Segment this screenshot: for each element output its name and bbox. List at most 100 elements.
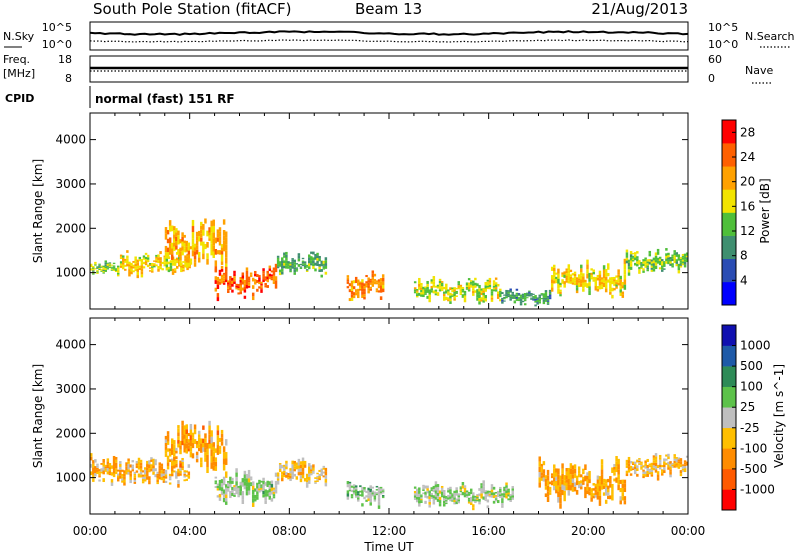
power-echo-cell [467,289,471,292]
velocity-echo-cell [613,478,616,482]
power-echo-cell [440,282,444,285]
power-echo-cell [367,280,370,283]
power-echo-cell [536,303,539,305]
velocity-echo-cell [538,477,541,483]
power-echo-cell [264,283,267,286]
power-echo-cell [181,232,184,237]
power-echo-cell [102,265,105,267]
power-echo-cell [254,270,257,274]
velocity-echo-cell [322,465,326,468]
velocity-echo-cell [287,475,290,478]
velocity-echo-cell [173,456,176,462]
power-echo-cell [650,259,654,262]
power-echo-cell [640,261,643,264]
power-echo-cell [544,295,548,298]
power-echo-cell [681,253,685,256]
velocity-echo-cell [227,482,230,485]
velocity-echo-cell [281,478,284,482]
power-echo-cell [638,266,641,270]
velocity-echo-cell [102,462,105,467]
power-echo-cell [492,285,496,288]
velocity-echo-cell [239,491,242,496]
power-echo-cell [163,259,166,261]
velocity-echo-cell [357,499,360,502]
power-echo-cell [511,296,514,298]
power-echo-cell [486,279,490,282]
power-echo-cell [146,254,150,258]
power-echo-cell [239,282,242,286]
power-echo-cell [191,232,195,239]
power-echo-cell [281,257,284,261]
power-echo-cell [168,220,172,226]
velocity-echo-cell [646,470,649,474]
velocity-echo-cell [671,466,674,468]
power-echo-cell [553,280,556,284]
velocity-echo-cell [492,486,496,490]
velocity-echo-cell [679,458,683,462]
power-echo-cell [216,280,220,285]
velocity-echo-cell [663,458,666,462]
power-echo-cell [227,284,230,287]
velocity-echo-cell [256,496,259,500]
power-echo-cell [104,268,108,271]
velocity-echo-cell [112,470,116,474]
velocity-echo-cell [310,467,313,470]
velocity-echo-cell [451,494,454,497]
velocity-echo-cell [434,490,438,494]
velocity-echo-cell [173,470,176,473]
velocity-echo-cell [352,488,356,491]
power-echo-cell [175,252,179,255]
power-echo-cell [667,259,670,262]
velocity-echo-cell [663,464,666,468]
power-echo-cell [565,275,568,278]
power-echo-cell [191,219,195,227]
power-echo-cell [675,261,679,264]
power-echo-cell [128,269,131,272]
power-echo-cell [128,264,131,267]
velocity-echo-cell [166,455,170,460]
velocity-echo-cell [422,492,425,495]
power-echo-cell [546,297,550,299]
power-echo-cell [673,250,676,253]
power-echo-cell [611,287,614,292]
power-echo-cell [615,282,618,285]
power-echo-cell [96,266,99,268]
power-echo-cell [114,268,118,270]
cpid-label: CPID [5,92,34,105]
power-echo-cell [185,246,188,252]
velocity-echo-cell [586,490,589,495]
velocity-echo-cell [350,485,354,488]
power-echo-cell [567,267,571,271]
velocity-echo-cell [241,491,245,496]
velocity-echo-cell [352,490,356,493]
power-echo-cell [575,287,579,291]
power-echo-cell [285,257,288,261]
power-echo-cell [276,262,280,265]
velocity-echo-cell [160,463,164,467]
velocity-echo-cell [90,471,93,476]
velocity-echo-cell [638,460,641,463]
power-echo-cell [379,289,383,293]
power-echo-cell [216,229,220,234]
velocity-echo-cell [381,494,385,497]
power-echo-cell [509,296,512,299]
power-echo-cell [665,255,668,259]
power-echo-cell [546,298,550,301]
velocity-echo-cell [251,498,255,503]
velocity-echo-cell [636,468,639,471]
velocity-echo-cell [220,441,224,446]
velocity-echo-cell [654,469,658,473]
velocity-echo-cell [573,482,577,487]
velocity-echo-cell [170,458,174,462]
power-echo-cell [92,268,95,271]
power-echo-cell [511,291,514,294]
power-echo-cell [301,264,305,267]
power-echo-cell [469,284,473,287]
velocity-echo-cell [114,462,118,466]
velocity-echo-cell [565,479,568,483]
power-echo-cell [126,263,129,267]
velocity-echo-cell [129,476,132,480]
velocity-echo-cell [449,491,452,495]
velocity-echo-cell [354,487,358,490]
velocity-echo-cells [90,420,689,511]
